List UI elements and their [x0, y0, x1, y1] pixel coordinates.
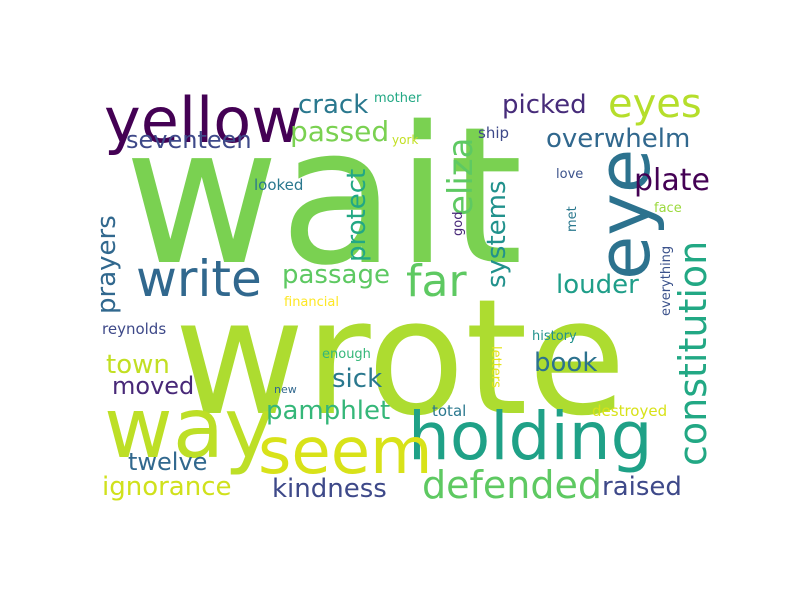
- word-holding: holding: [408, 398, 653, 475]
- word-far: far: [406, 256, 467, 307]
- word-ignorance: ignorance: [102, 472, 232, 502]
- word-wait: wait: [124, 86, 524, 307]
- word-picked: picked: [502, 90, 587, 120]
- word-way: way: [104, 379, 274, 477]
- word-everything: everything: [659, 245, 674, 316]
- word-total: total: [432, 402, 467, 420]
- word-book: book: [534, 348, 598, 378]
- word-louder: louder: [556, 270, 639, 300]
- word-protect: protect: [342, 168, 372, 262]
- word-seem: seem: [258, 415, 433, 489]
- word-ship: ship: [478, 124, 510, 142]
- word-passage: passage: [282, 260, 390, 290]
- word-looked: looked: [254, 176, 304, 194]
- word-town: town: [106, 350, 170, 380]
- word-eyes: eyes: [608, 81, 702, 127]
- word-write: write: [136, 250, 262, 308]
- word-history: history: [532, 329, 577, 344]
- word-yellow: yellow: [104, 84, 302, 157]
- word-god: god: [451, 211, 466, 236]
- word-pamphlet: pamphlet: [266, 396, 391, 426]
- word-prayers: prayers: [92, 215, 122, 314]
- word-twelve: twelve: [128, 448, 208, 476]
- word-enough: enough: [322, 347, 371, 362]
- word-overwhelm: overwhelm: [546, 124, 691, 154]
- word-love: love: [556, 167, 584, 182]
- word-letters: letters: [488, 346, 503, 388]
- word-moved: moved: [112, 372, 195, 400]
- word-eliza: eliza: [441, 137, 481, 217]
- word-mother: mother: [374, 91, 422, 106]
- word-defended: defended: [422, 463, 602, 507]
- word-kindness: kindness: [272, 474, 387, 504]
- word-sick: sick: [332, 364, 383, 394]
- word-systems: systems: [482, 180, 512, 288]
- word-destroyed: destroyed: [592, 402, 668, 420]
- word-crack: crack: [298, 90, 369, 120]
- word-new: new: [274, 383, 297, 396]
- word-face: face: [654, 201, 682, 216]
- word-york: york: [392, 133, 419, 147]
- word-financial: financial: [284, 295, 339, 310]
- word-seventeen: seventeen: [126, 126, 252, 154]
- word-reynolds: reynolds: [102, 320, 167, 338]
- word-wrote: wrote: [174, 264, 627, 451]
- word-raised: raised: [602, 472, 682, 502]
- word-plate: plate: [634, 163, 710, 198]
- word-constitution: constitution: [671, 240, 715, 466]
- word-passed: passed: [290, 115, 390, 148]
- word-met: met: [565, 206, 580, 232]
